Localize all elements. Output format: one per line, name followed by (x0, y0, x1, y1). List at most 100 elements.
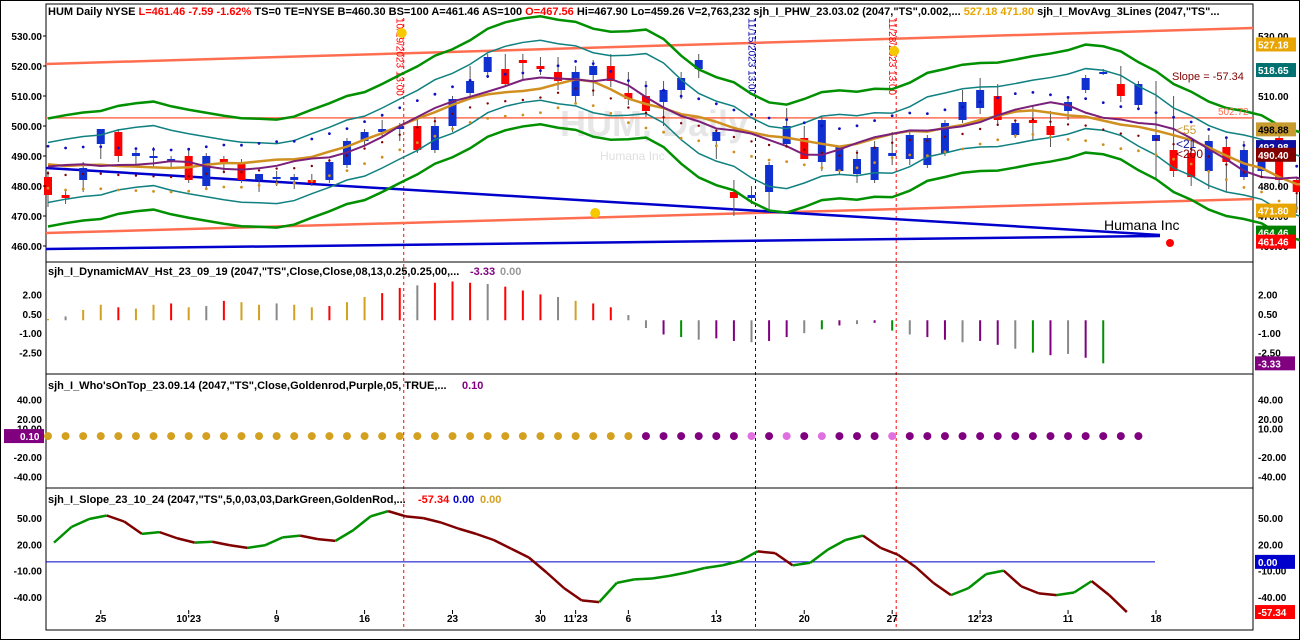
candle-body[interactable] (817, 120, 826, 162)
candle-body[interactable] (395, 126, 404, 129)
header-field: TE=NYSE (281, 6, 335, 18)
candle-body[interactable] (413, 126, 422, 150)
slope-segment (774, 552, 794, 567)
candle-body[interactable] (1081, 78, 1090, 90)
header-field: sjh_I_PHW_23.03.02 (2047,"TS",0.002,... (750, 6, 960, 18)
ma-dot-gold (46, 186, 50, 190)
candle-body[interactable] (483, 57, 492, 72)
ma-dot-blue (1084, 97, 1088, 100)
slope-segment (880, 546, 899, 557)
candle-body[interactable] (554, 72, 563, 81)
candle-body[interactable] (96, 129, 105, 144)
candle-body[interactable] (360, 132, 369, 141)
ma-dot-red (627, 106, 630, 109)
candle-body[interactable] (958, 102, 967, 120)
candle-body[interactable] (835, 147, 844, 171)
candle-body[interactable] (589, 66, 598, 75)
labels: HUM Daily NYSE L=461.46 -7.59 -1.62% TS=… (48, 6, 1249, 506)
candle-body[interactable] (624, 93, 633, 99)
candle-body[interactable] (888, 153, 897, 156)
candle-body[interactable] (659, 90, 668, 102)
ma-dot-red (64, 173, 67, 177)
candle-body[interactable] (800, 138, 809, 159)
header-field: 471.80 (997, 6, 1034, 18)
slope-segment (616, 578, 635, 585)
candle-body[interactable] (677, 78, 686, 90)
ma-dot-red (1137, 134, 1140, 137)
candle-body[interactable] (1099, 72, 1108, 74)
price-tick-left: 530.00 (11, 32, 42, 43)
slope-segment (722, 559, 741, 567)
candle-body[interactable] (1257, 153, 1266, 171)
candle-body[interactable] (1152, 135, 1160, 141)
slope-segment (563, 587, 583, 602)
candle-body[interactable] (219, 159, 228, 162)
candle-body[interactable] (430, 126, 439, 150)
slope-segment (669, 571, 688, 578)
ma-dot-gold (1277, 199, 1281, 203)
candle-body[interactable] (114, 132, 123, 156)
slope-segment (176, 537, 196, 544)
candle-body[interactable] (694, 60, 703, 69)
candle-body[interactable] (782, 126, 791, 144)
whos-on-top-panel[interactable] (44, 432, 1143, 441)
candle-body[interactable] (1134, 84, 1143, 105)
dot-marker (413, 432, 422, 441)
candle-body[interactable] (747, 195, 756, 198)
candle-body[interactable] (378, 129, 387, 132)
candle-body[interactable] (765, 165, 774, 192)
ma-dot-blue (169, 148, 173, 152)
candle-body[interactable] (518, 60, 527, 63)
candle-body[interactable] (1116, 84, 1125, 96)
ma-dot-red (205, 172, 208, 175)
candle-body[interactable] (255, 174, 264, 180)
candle-body[interactable] (61, 195, 70, 198)
candle-body[interactable] (149, 156, 158, 158)
ma-dot-blue (838, 127, 841, 130)
candle-body[interactable] (1292, 180, 1300, 192)
candle-body[interactable] (167, 159, 176, 161)
ma-dot-blue (415, 99, 419, 102)
candle-body[interactable] (712, 132, 721, 141)
histogram-panel[interactable] (47, 281, 1105, 364)
candle-body[interactable] (501, 69, 510, 84)
candle-body[interactable] (1011, 123, 1020, 135)
candle-body[interactable] (44, 177, 52, 195)
header-field: O=467.56 (522, 6, 574, 18)
candle-body[interactable] (272, 177, 281, 179)
ma-dot-gold (1172, 157, 1175, 161)
price-label-box (1256, 63, 1296, 78)
slope-segment (897, 553, 917, 569)
dot-marker (800, 432, 809, 441)
ma-dot-gold (1260, 190, 1263, 194)
ma-dot-blue (996, 96, 1000, 100)
price-label-box (1256, 203, 1296, 218)
candle-body[interactable] (976, 90, 985, 108)
price-tick-left: 480.00 (11, 182, 42, 193)
candle-body[interactable] (466, 81, 475, 93)
candle-body[interactable] (993, 96, 1002, 120)
slope-tick-right: -40.00 (1258, 593, 1287, 604)
candle-body[interactable] (325, 162, 334, 180)
dots-tick-left: -40.00 (14, 472, 43, 483)
candle-body[interactable] (131, 153, 140, 156)
candle-body[interactable] (905, 135, 914, 159)
candle-body[interactable] (1064, 102, 1073, 111)
candle-body[interactable] (1028, 120, 1037, 123)
candle-body[interactable] (448, 99, 457, 126)
dot-marker (395, 432, 404, 441)
price-label-box (1256, 37, 1296, 52)
ma-dot-gold (908, 153, 912, 157)
slope-panel[interactable] (46, 509, 1155, 613)
candle-body[interactable] (290, 177, 299, 180)
candle-body[interactable] (571, 72, 580, 96)
outer-band-upper (47, 15, 1300, 134)
candle-body[interactable] (536, 66, 545, 69)
candle-body[interactable] (1046, 126, 1055, 135)
candle-body[interactable] (606, 66, 615, 81)
candle-body[interactable] (923, 138, 932, 165)
candle-body[interactable] (729, 192, 738, 198)
candle-body[interactable] (202, 156, 211, 186)
